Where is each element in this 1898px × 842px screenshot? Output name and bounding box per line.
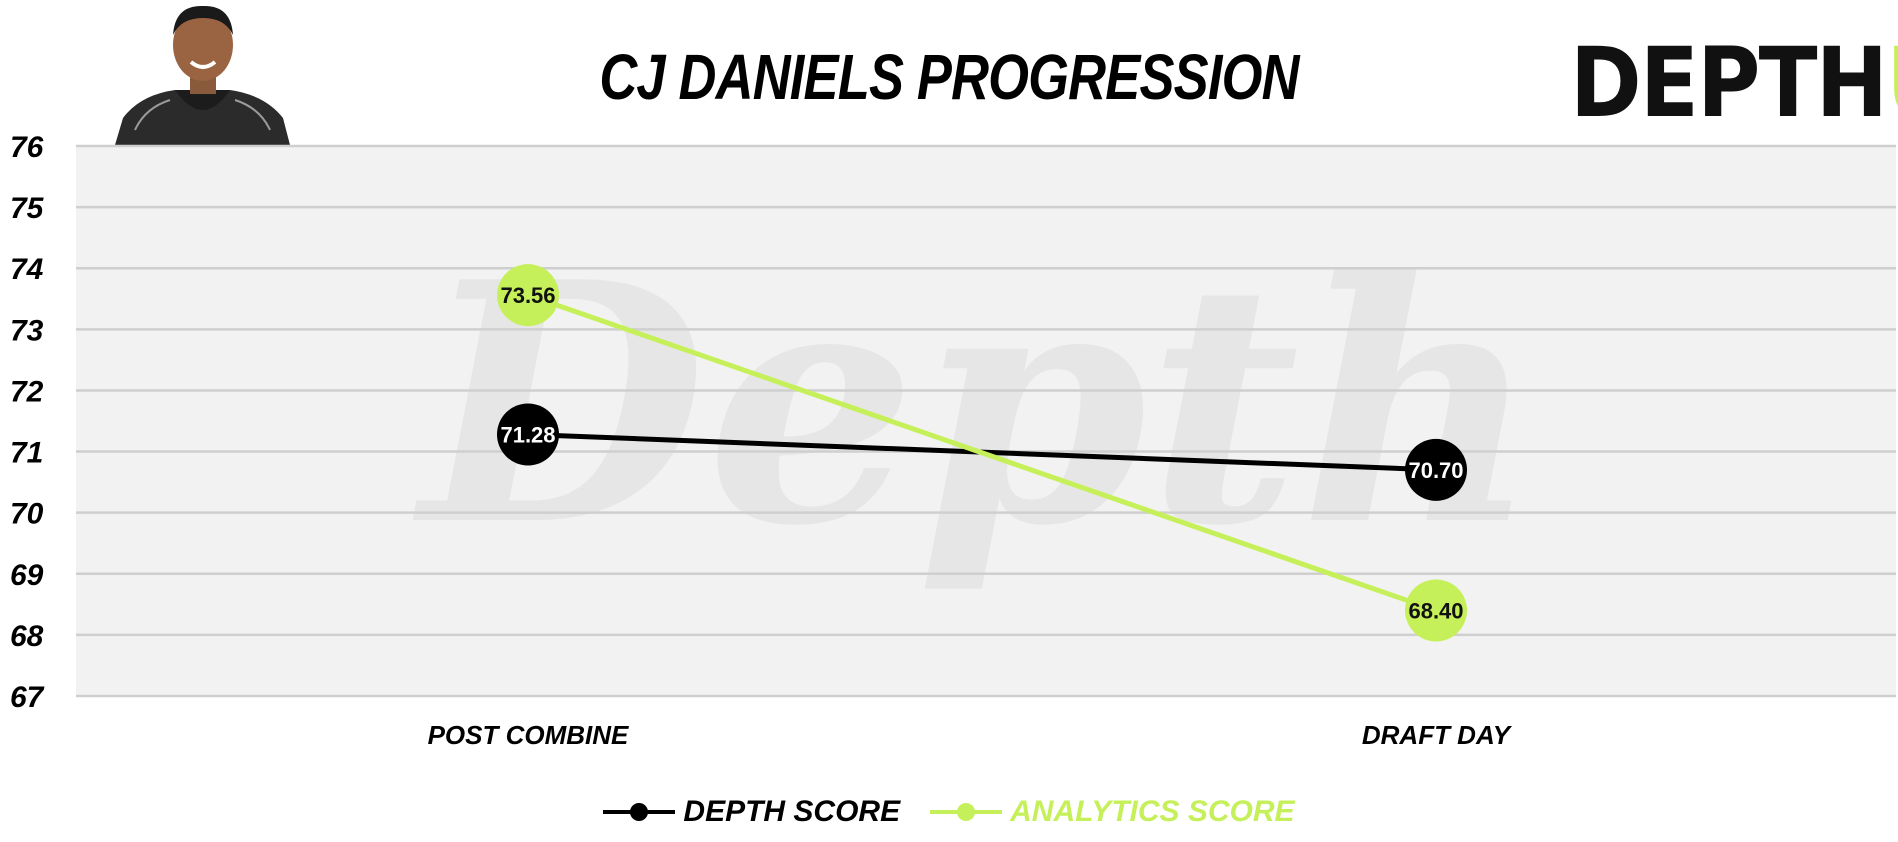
y-tick-label: 72 [10, 375, 44, 408]
series-analytics-score: 73.56 68.40 [497, 264, 1467, 642]
y-tick-label: 75 [10, 192, 45, 225]
y-tick-label: 69 [10, 559, 44, 592]
y-axis-ticks: 67 68 69 70 71 72 73 74 75 76 [10, 131, 45, 714]
depthu-logo: DEPTHU [1570, 35, 1898, 131]
x-tick-label: DRAFT DAY [1362, 720, 1513, 750]
y-tick-label: 68 [10, 620, 44, 653]
logo-text: DEPTH [1570, 27, 1888, 139]
data-label: 73.56 [500, 283, 555, 308]
legend: DEPTH SCORE ANALYTICS SCORE [0, 795, 1898, 829]
y-tick-label: 71 [10, 437, 43, 470]
x-axis-ticks: POST COMBINE DRAFT DAY [428, 720, 1513, 750]
legend-swatch-analytics [930, 802, 1003, 822]
y-tick-label: 74 [10, 253, 44, 286]
y-tick-label: 76 [10, 131, 44, 164]
data-point [1405, 579, 1467, 642]
data-label: 68.40 [1408, 598, 1463, 623]
legend-item-analytics: ANALYTICS SCORE [930, 795, 1295, 829]
logo-accent: U [1886, 27, 1898, 139]
plot-area [76, 146, 1896, 696]
watermark: Depth [410, 210, 1540, 598]
series-line [527, 292, 1437, 613]
legend-label-analytics: ANALYTICS SCORE [1010, 795, 1295, 828]
player-photo [115, 0, 290, 145]
series-group: 71.28 70.70 73.56 68.40 [497, 264, 1467, 642]
y-tick-label: 73 [10, 314, 44, 347]
data-point [1405, 438, 1467, 501]
data-point [497, 264, 559, 327]
data-label: 70.70 [1408, 458, 1463, 483]
chart-title: CJ DANIELS PROGRESSION [599, 41, 1299, 113]
data-label: 71.28 [500, 422, 555, 447]
y-tick-label: 70 [10, 498, 44, 531]
legend-item-depth: DEPTH SCORE [603, 795, 900, 829]
legend-swatch-depth [603, 802, 676, 822]
series-depth-score: 71.28 70.70 [497, 403, 1467, 501]
gridlines [76, 144, 1896, 698]
x-tick-label: POST COMBINE [428, 720, 629, 750]
y-tick-label: 67 [10, 681, 45, 714]
legend-label-depth: DEPTH SCORE [683, 795, 901, 828]
data-point [497, 403, 559, 466]
